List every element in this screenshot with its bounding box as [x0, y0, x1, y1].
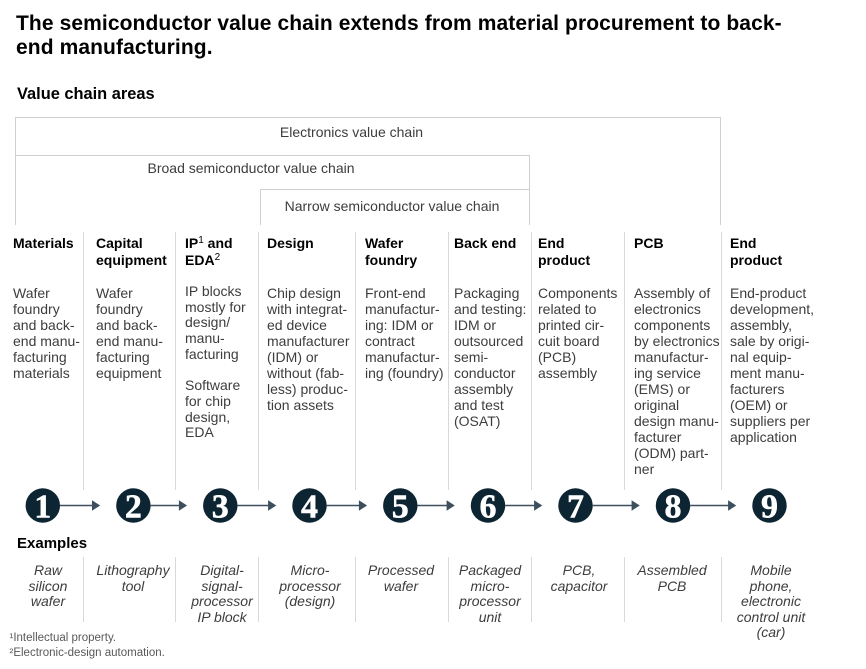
svg-text:3: 3 [212, 489, 229, 526]
svg-text:6: 6 [480, 489, 497, 526]
svg-text:9: 9 [761, 489, 778, 526]
svg-text:1: 1 [34, 489, 51, 526]
svg-text:5: 5 [392, 489, 409, 526]
svg-text:7: 7 [567, 489, 584, 526]
svg-text:4: 4 [301, 489, 318, 526]
svg-text:8: 8 [665, 489, 682, 526]
svg-text:2: 2 [125, 489, 142, 526]
